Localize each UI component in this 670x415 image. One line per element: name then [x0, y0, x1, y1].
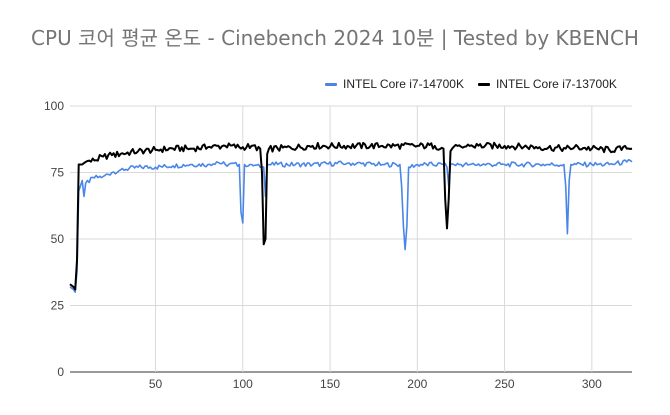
- legend-label-13700k: INTEL Core i7-13700K: [495, 77, 617, 91]
- x-tick-label-50: 50: [149, 377, 163, 391]
- y-tick-label-25: 25: [51, 299, 65, 313]
- y-tick-label-75: 75: [51, 166, 65, 180]
- chart-legend: INTEL Core i7-14700K INTEL Core i7-13700…: [325, 77, 631, 91]
- x-tick-label-300: 300: [582, 377, 602, 391]
- x-tick-label-150: 150: [320, 377, 340, 391]
- y-tick-label-50: 50: [51, 232, 65, 246]
- x-tick-label-250: 250: [495, 377, 515, 391]
- series-line-13700k: [69, 141, 633, 291]
- legend-swatch-14700k: [325, 82, 337, 86]
- chart-title: CPU 코어 평균 온도 - Cinebench 2024 10분 | Test…: [31, 26, 639, 50]
- legend-label-14700k: INTEL Core i7-14700K: [343, 77, 464, 91]
- legend-item-14700k[interactable]: INTEL Core i7-14700K: [325, 77, 464, 91]
- y-tick-label-0: 0: [57, 365, 64, 379]
- x-tick-label-100: 100: [233, 377, 253, 391]
- y-tick-label-100: 100: [44, 99, 64, 113]
- legend-swatch-13700k: [477, 82, 490, 86]
- x-tick-label-200: 200: [407, 377, 427, 391]
- series-line-14700k: [69, 159, 633, 293]
- legend-item-13700k[interactable]: INTEL Core i7-13700K: [477, 77, 617, 91]
